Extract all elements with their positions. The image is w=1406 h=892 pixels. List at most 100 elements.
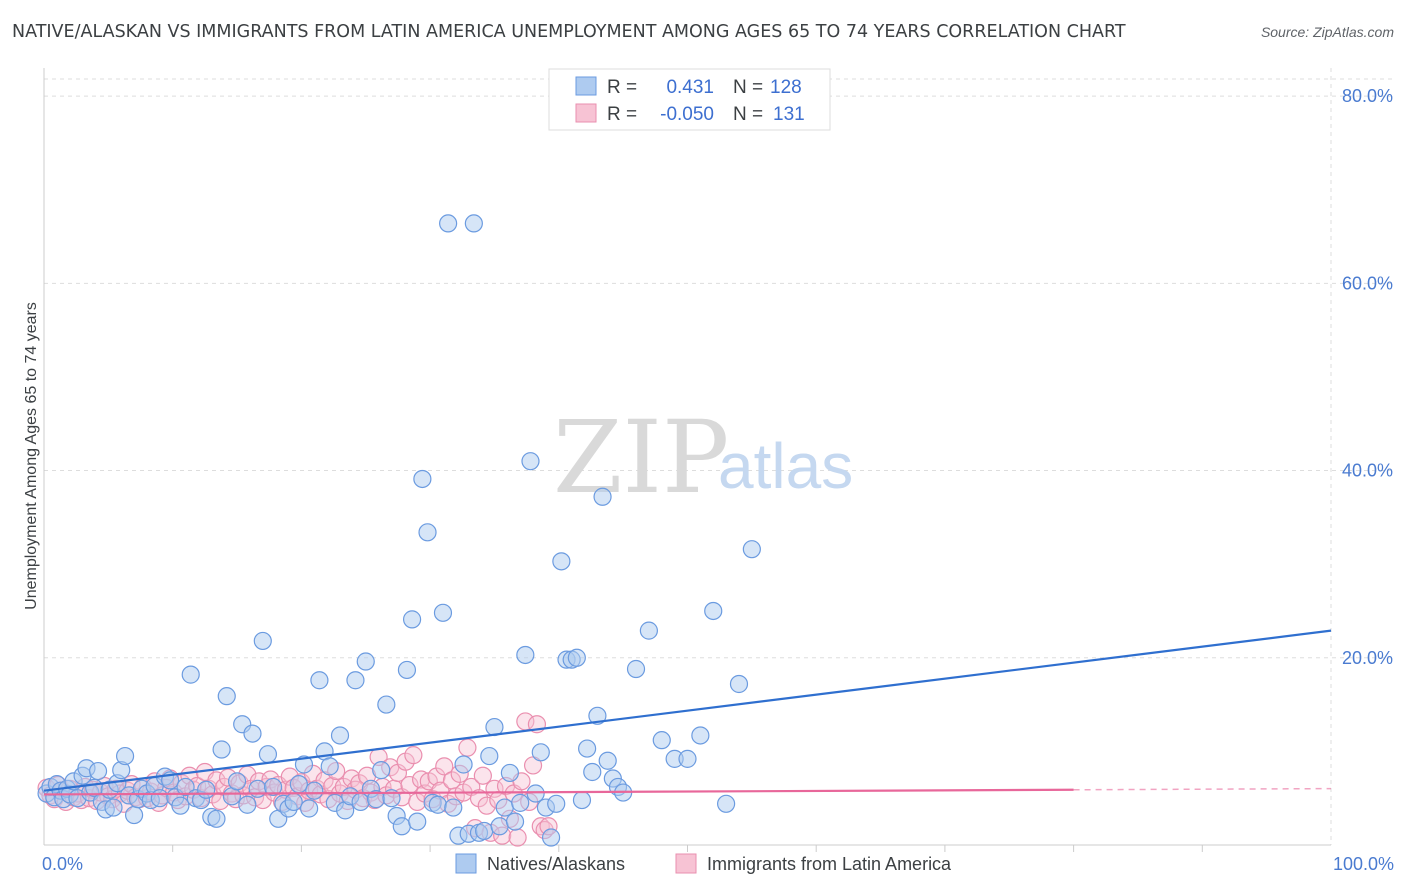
- natives-point: [639, 621, 658, 640]
- natives-point: [475, 821, 494, 841]
- natives-point: [567, 648, 586, 667]
- legend-r-value-2: -0.050: [660, 104, 714, 125]
- axes: [43, 68, 1331, 846]
- natives-point: [541, 828, 561, 847]
- immigrants-point: [404, 746, 423, 765]
- natives-point: [320, 757, 339, 776]
- correlation-legend: R = 0.431 N = 128 R = -0.050 N = 131: [548, 68, 831, 131]
- series-natives-points: [37, 214, 761, 847]
- natives-point: [691, 726, 710, 745]
- legend-swatch-immigrants: [575, 103, 597, 123]
- natives-point: [547, 794, 566, 813]
- y-tick-label: 80.0%: [1342, 86, 1393, 106]
- natives-point: [402, 610, 422, 629]
- natives-point: [704, 601, 723, 621]
- legend-r-value-1: 0.431: [666, 77, 714, 98]
- bottom-legend-label-immigrants: Immigrants from Latin America: [707, 854, 952, 874]
- natives-point: [217, 687, 236, 706]
- natives-point: [464, 214, 483, 233]
- natives-point: [171, 796, 190, 815]
- natives-point: [346, 671, 365, 690]
- source-credit: Source: ZipAtlas.com: [1260, 24, 1394, 40]
- natives-point: [300, 799, 319, 818]
- natives-point: [742, 540, 761, 559]
- natives-point: [284, 792, 303, 812]
- natives-point: [495, 798, 514, 817]
- y-tick-labels: 20.0% 40.0% 60.0% 80.0%: [1342, 86, 1393, 668]
- legend-r-label-1: R =: [607, 77, 637, 98]
- natives-point: [176, 777, 195, 797]
- natives-point: [243, 724, 262, 743]
- y-tick-label: 60.0%: [1342, 273, 1393, 293]
- natives-point: [124, 805, 144, 825]
- natives-point: [578, 739, 597, 758]
- legend-n-label-2: N =: [733, 104, 763, 125]
- immigrants-point: [477, 796, 496, 815]
- natives-point: [104, 798, 123, 817]
- immigrants-point: [435, 757, 454, 776]
- natives-trend-line: [43, 629, 1332, 792]
- immigrants-trend-line: [43, 788, 1074, 796]
- natives-point: [626, 659, 646, 679]
- natives-point: [212, 740, 231, 759]
- natives-point: [428, 795, 447, 814]
- natives-point: [150, 789, 169, 808]
- immigrants-point: [469, 789, 489, 808]
- natives-point: [593, 487, 612, 506]
- bottom-legend-swatch-immigrants: [675, 853, 697, 874]
- natives-point: [115, 746, 135, 766]
- natives-point: [258, 745, 278, 764]
- grid-lines: [44, 68, 1392, 852]
- y-tick-label: 20.0%: [1342, 648, 1393, 668]
- legend-swatch-natives: [575, 76, 597, 96]
- natives-point: [678, 749, 697, 768]
- natives-point: [717, 794, 736, 813]
- natives-point: [454, 755, 473, 774]
- natives-point: [289, 775, 308, 794]
- watermark: ZIP atlas: [553, 399, 853, 516]
- natives-point: [310, 671, 329, 690]
- chart-title: NATIVE/ALASKAN VS IMMIGRANTS FROM LATIN …: [12, 22, 1126, 42]
- x-tick-label: 0.0%: [42, 854, 83, 874]
- natives-point: [253, 631, 272, 651]
- natives-point: [207, 809, 226, 828]
- natives-point: [408, 812, 427, 831]
- immigrants-point: [473, 766, 492, 785]
- legend-r-label-2: R =: [607, 104, 637, 125]
- natives-point: [652, 731, 671, 750]
- natives-point: [439, 214, 458, 233]
- natives-point: [181, 665, 200, 684]
- bottom-legend-swatch-natives: [455, 853, 477, 874]
- natives-point: [397, 660, 417, 680]
- natives-point: [227, 772, 247, 791]
- natives-point: [248, 779, 267, 798]
- x-tick-labels: 0.0% 100.0%: [42, 854, 1394, 874]
- natives-point: [418, 523, 437, 542]
- natives-point: [356, 652, 375, 671]
- natives-point: [500, 763, 519, 783]
- x-tick-label: 100.0%: [1333, 854, 1394, 874]
- natives-point: [583, 762, 602, 782]
- natives-point: [238, 795, 257, 814]
- natives-point: [729, 674, 749, 694]
- natives-point: [433, 603, 453, 622]
- y-tick-label: 40.0%: [1342, 461, 1393, 481]
- natives-point: [372, 761, 391, 780]
- immigrants-point: [508, 828, 527, 847]
- natives-point: [305, 781, 324, 800]
- natives-point: [88, 761, 108, 781]
- natives-point: [516, 645, 535, 665]
- natives-point: [526, 784, 545, 803]
- bottom-legend-label-natives: Natives/Alaskans: [487, 854, 625, 874]
- natives-point: [598, 751, 617, 770]
- natives-point: [521, 452, 540, 471]
- natives-point: [392, 817, 411, 836]
- natives-point: [294, 755, 314, 774]
- series-legend: Natives/Alaskans Immigrants from Latin A…: [455, 853, 952, 874]
- immigrants-trend-extension: [1073, 787, 1332, 791]
- natives-point: [197, 780, 216, 799]
- natives-point: [531, 743, 550, 762]
- natives-point: [413, 469, 432, 489]
- natives-point: [490, 817, 509, 836]
